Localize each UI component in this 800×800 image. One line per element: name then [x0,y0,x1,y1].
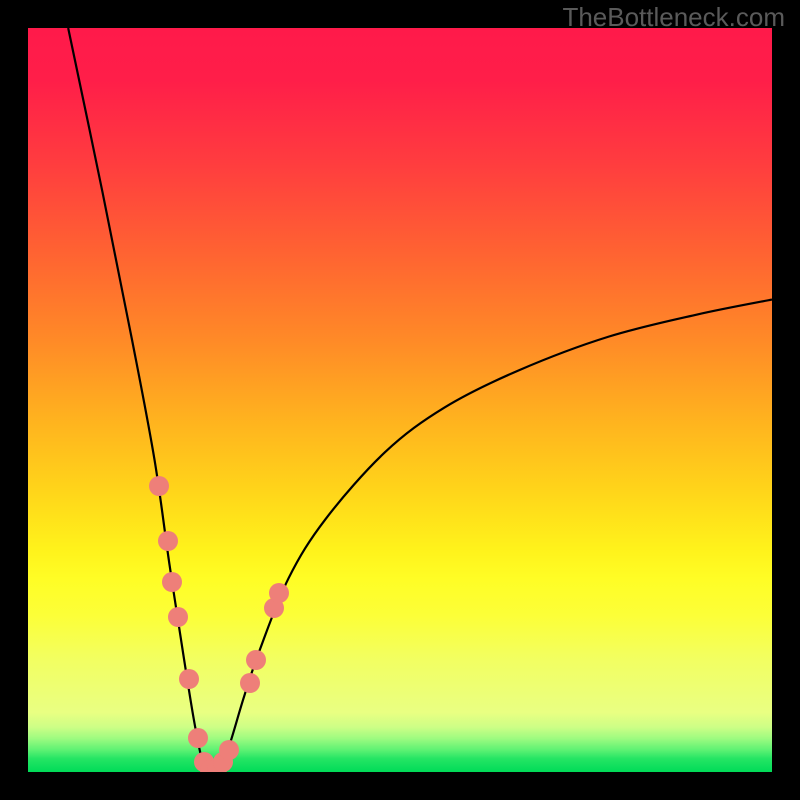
data-marker [168,607,188,627]
data-marker [240,673,260,693]
bottleneck-curve [28,28,772,772]
data-marker [179,669,199,689]
data-marker [269,583,289,603]
data-marker [246,650,266,670]
data-marker [149,476,169,496]
curve-right-branch [210,300,772,772]
curve-left-branch [68,28,210,772]
chart-plot-area [28,28,772,772]
data-marker [162,572,182,592]
data-marker [219,740,239,760]
data-marker [158,531,178,551]
data-marker [188,728,208,748]
watermark-text: TheBottleneck.com [562,2,785,33]
